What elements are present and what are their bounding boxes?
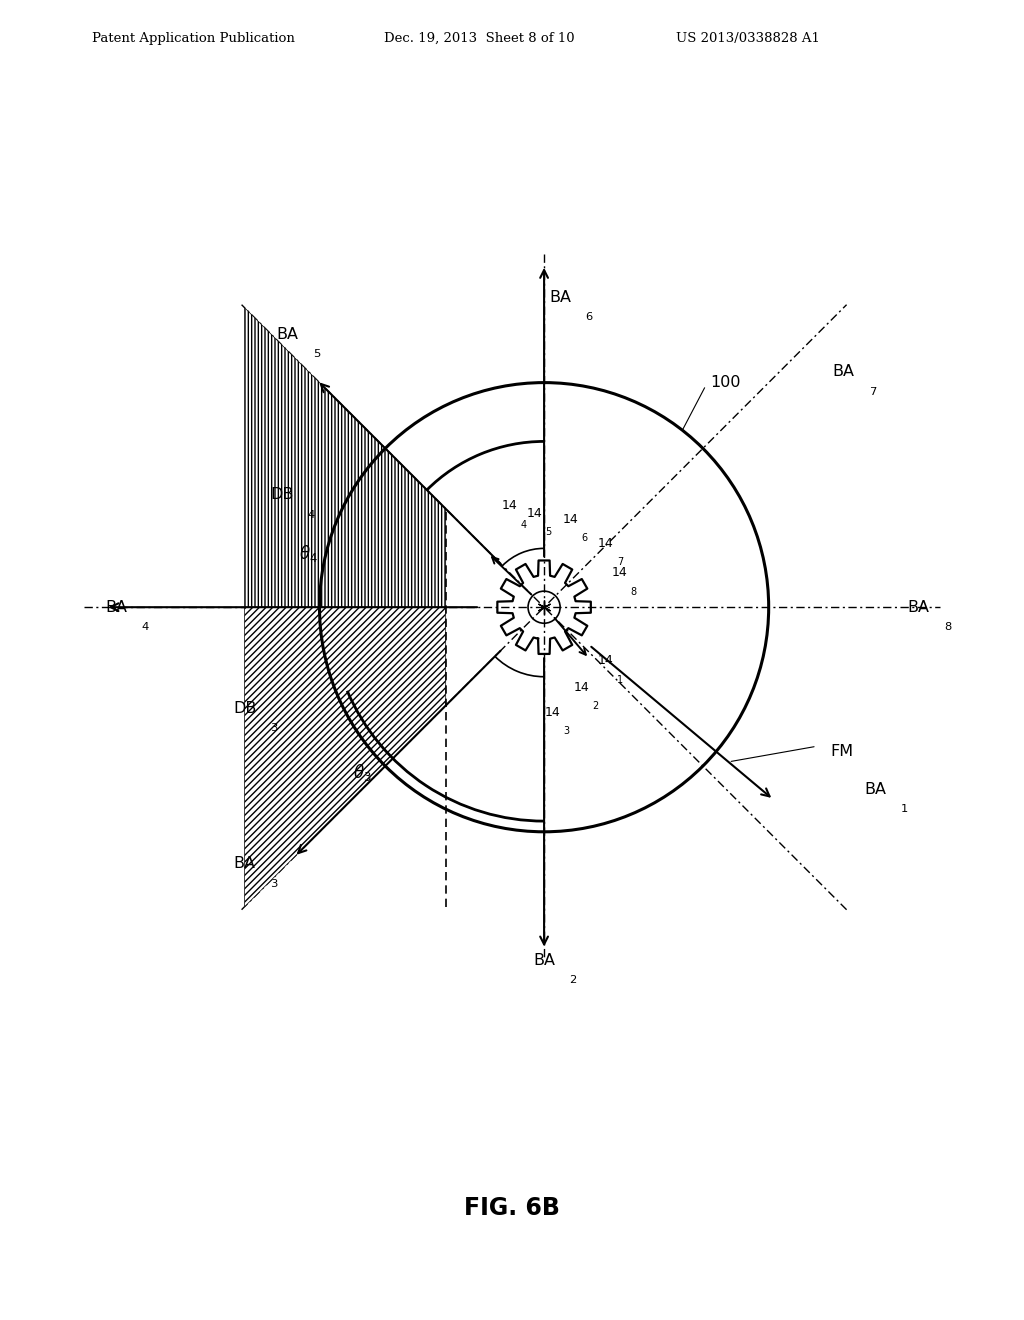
Text: DB: DB xyxy=(232,701,256,717)
Text: BA: BA xyxy=(549,289,571,305)
Text: 7: 7 xyxy=(869,387,877,396)
Text: Patent Application Publication: Patent Application Publication xyxy=(92,32,295,45)
Text: 1: 1 xyxy=(901,804,908,813)
Text: 3: 3 xyxy=(270,723,278,734)
Text: 2: 2 xyxy=(592,701,598,711)
Text: 4: 4 xyxy=(520,520,526,529)
Text: US 2013/0338828 A1: US 2013/0338828 A1 xyxy=(676,32,820,45)
Text: 6: 6 xyxy=(582,533,588,544)
Text: 5: 5 xyxy=(313,350,321,359)
Text: 1: 1 xyxy=(616,675,623,685)
Text: 7: 7 xyxy=(616,557,623,566)
Text: 14: 14 xyxy=(545,705,560,718)
Text: DB: DB xyxy=(270,487,294,503)
Text: 14: 14 xyxy=(562,513,579,525)
Text: 14: 14 xyxy=(502,499,517,512)
Text: 6: 6 xyxy=(586,312,593,322)
Text: 3: 3 xyxy=(563,726,569,737)
Text: 2: 2 xyxy=(569,974,577,985)
Text: 14: 14 xyxy=(598,655,613,667)
Text: $\theta_3$: $\theta_3$ xyxy=(353,763,372,784)
Text: Dec. 19, 2013  Sheet 8 of 10: Dec. 19, 2013 Sheet 8 of 10 xyxy=(384,32,574,45)
Text: 8: 8 xyxy=(631,587,637,597)
Text: BA: BA xyxy=(105,599,127,615)
Text: 4: 4 xyxy=(141,622,148,632)
Text: BA: BA xyxy=(233,857,256,871)
Text: 14: 14 xyxy=(611,566,628,579)
Text: 14: 14 xyxy=(573,681,589,694)
Text: BA: BA xyxy=(833,364,855,379)
Text: BA: BA xyxy=(907,599,930,615)
Text: 4: 4 xyxy=(307,510,314,520)
Text: BA: BA xyxy=(534,953,555,968)
Text: 5: 5 xyxy=(545,527,551,537)
Text: 8: 8 xyxy=(944,622,951,632)
Text: BA: BA xyxy=(276,327,298,342)
Text: 14: 14 xyxy=(526,507,542,520)
Text: 100: 100 xyxy=(710,375,740,391)
Polygon shape xyxy=(245,308,445,607)
Polygon shape xyxy=(245,607,445,907)
Text: 14: 14 xyxy=(598,536,613,549)
Text: 3: 3 xyxy=(270,879,278,888)
Text: FIG. 6B: FIG. 6B xyxy=(464,1196,560,1220)
Text: $\theta_4$: $\theta_4$ xyxy=(299,544,318,564)
Text: FM: FM xyxy=(830,744,854,759)
Text: BA: BA xyxy=(864,781,887,796)
